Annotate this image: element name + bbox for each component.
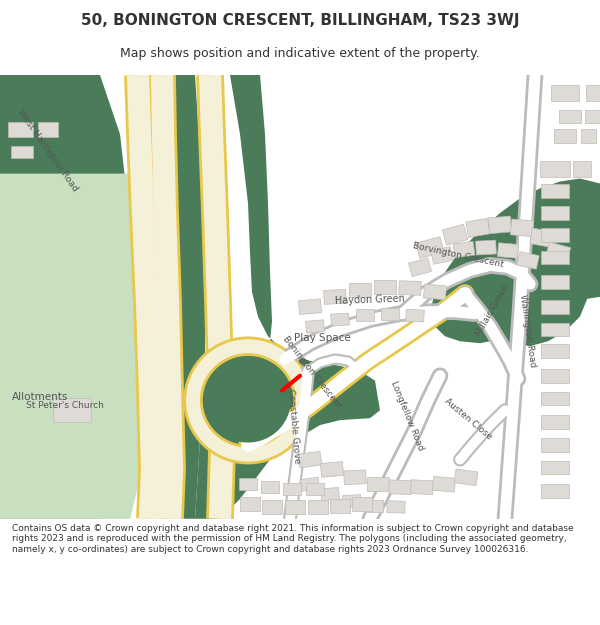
Bar [306, 483, 324, 495]
Polygon shape [0, 75, 135, 519]
Bar [240, 497, 260, 511]
Bar [239, 478, 257, 490]
Bar [517, 252, 539, 269]
Bar [356, 309, 374, 321]
Text: Contains OS data © Crown copyright and database right 2021. This information is : Contains OS data © Crown copyright and d… [12, 524, 574, 554]
Bar [454, 469, 478, 486]
Text: Map shows position and indicative extent of the property.: Map shows position and indicative extent… [120, 48, 480, 61]
Bar [7, 122, 32, 137]
Bar [488, 216, 512, 234]
Bar [344, 470, 367, 485]
Text: St Peter's Church: St Peter's Church [26, 401, 104, 410]
Bar [541, 228, 569, 242]
Bar [541, 369, 569, 382]
Bar [541, 484, 569, 498]
Bar [541, 251, 569, 264]
Bar [466, 218, 490, 238]
Circle shape [206, 359, 290, 442]
Bar [416, 237, 444, 258]
Bar [541, 391, 569, 406]
Bar [584, 109, 599, 123]
Bar [559, 109, 581, 123]
Bar [262, 500, 282, 514]
Bar [352, 497, 372, 511]
Bar [381, 308, 399, 319]
Bar [511, 219, 533, 237]
Polygon shape [478, 223, 590, 346]
Bar [497, 242, 518, 258]
Bar [298, 451, 322, 468]
Bar [343, 494, 361, 508]
Polygon shape [335, 75, 600, 343]
Bar [320, 462, 344, 478]
Bar [387, 501, 405, 513]
Bar [399, 281, 421, 295]
Text: Austen Close: Austen Close [443, 397, 493, 442]
Bar [298, 299, 322, 314]
Text: Haydon Green: Haydon Green [335, 293, 405, 306]
Bar [349, 283, 371, 297]
Bar [406, 309, 424, 322]
Bar [530, 228, 554, 248]
Bar [323, 289, 346, 304]
Bar [442, 224, 467, 245]
Bar [541, 322, 569, 336]
Bar [541, 206, 569, 220]
Bar [285, 500, 305, 514]
Bar [410, 480, 433, 494]
Bar [320, 488, 340, 501]
Bar [53, 399, 91, 422]
Bar [554, 129, 576, 143]
Bar [283, 483, 301, 495]
Bar [541, 461, 569, 474]
Bar [453, 241, 475, 258]
Bar [330, 499, 350, 513]
Bar [331, 313, 349, 326]
Bar [261, 481, 279, 493]
Bar [409, 258, 431, 276]
Text: Bonington Crescent: Bonington Crescent [281, 334, 343, 410]
Bar [389, 480, 411, 494]
Bar [541, 415, 569, 429]
Bar [541, 184, 569, 198]
Circle shape [193, 346, 303, 454]
Polygon shape [163, 75, 205, 519]
Text: Play Space: Play Space [293, 333, 350, 343]
Text: Borvington Crescent: Borvington Crescent [412, 241, 504, 269]
Bar [365, 500, 383, 512]
Bar [551, 85, 579, 101]
Bar [586, 85, 600, 101]
Bar [433, 476, 455, 492]
Bar [367, 478, 389, 491]
Bar [308, 500, 328, 514]
Text: 50, BONINGTON CRESCENT, BILLINGHAM, TS23 3WJ: 50, BONINGTON CRESCENT, BILLINGHAM, TS23… [81, 14, 519, 29]
Text: West Hartlepool Road: West Hartlepool Road [16, 108, 80, 193]
Bar [11, 146, 33, 158]
Bar [38, 122, 58, 137]
Bar [374, 280, 396, 294]
Bar [541, 344, 569, 358]
Bar [476, 240, 496, 255]
Text: Constable Grove: Constable Grove [286, 388, 302, 464]
Text: Allotments: Allotments [12, 392, 68, 402]
Polygon shape [0, 174, 162, 519]
Bar [300, 477, 320, 491]
Bar [541, 300, 569, 314]
Text: Wallington Road: Wallington Road [518, 294, 538, 368]
Bar [431, 247, 453, 264]
Bar [305, 320, 325, 333]
Bar [540, 161, 570, 177]
Polygon shape [195, 75, 380, 519]
Bar [541, 438, 569, 452]
Polygon shape [0, 272, 150, 519]
Bar [545, 242, 571, 263]
Bar [541, 275, 569, 289]
Bar [424, 284, 446, 300]
Text: Millais Grove: Millais Grove [473, 283, 511, 338]
Bar [573, 161, 591, 177]
Text: Longfellow Road: Longfellow Road [389, 379, 425, 452]
Bar [581, 129, 595, 143]
